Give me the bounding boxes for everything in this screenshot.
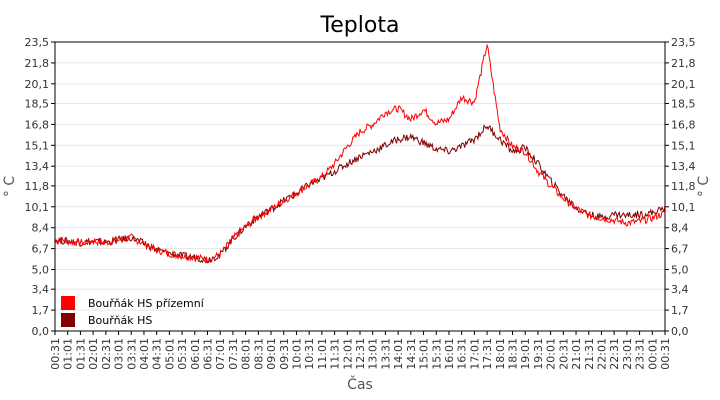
x-tick-label: 12:01 [341,338,354,370]
y-tick-label: 8,4 [32,222,50,235]
x-tick-label: 12:31 [354,338,367,370]
series-lines [54,43,666,265]
legend: Bouřňák HS přízemní Bouřňák HS [61,296,205,327]
x-tick-label: 21:01 [570,338,583,370]
legend-label: Bouřňák HS [88,314,152,327]
x-tick-label: 00:31 [659,338,672,370]
x-tick-label: 05:01 [163,338,176,370]
x-tick-label: 22:01 [595,338,608,370]
x-tick-label: 09:01 [265,338,278,370]
series-line [54,124,666,264]
x-tick-label: 01:01 [62,338,75,370]
y-axis-label-right: ° C [696,176,712,197]
y-tick-label: 15,1 [25,139,50,152]
y-tick-label: 11,8 [25,180,50,193]
x-tick-label: 07:01 [214,338,227,370]
x-tick-label: 06:31 [202,338,215,370]
y-tick-label: 21,8 [25,57,50,70]
y-tick-label: 0,0 [671,325,689,338]
legend-swatch [61,296,75,310]
x-tick-label: 23:31 [634,338,647,370]
y-axis-right: 0,0 1,7 3,4 5,0 6,7 8,4 10,1 11,8 13,4 15,1 16,8 18… [665,36,696,338]
series-line [54,43,666,265]
x-tick-label: 14:31 [405,338,418,370]
x-axis: 00:31 01:01 01:31 02:01 02:31 03:01 03:31 04:01… [49,331,672,370]
y-tick-label: 8,4 [671,222,689,235]
y-tick-label: 18,5 [25,97,50,110]
x-tick-label: 02:31 [100,338,113,370]
legend-swatch [61,313,75,327]
x-tick-label: 11:31 [329,338,342,370]
x-tick-label: 03:31 [125,338,138,370]
x-tick-label: 18:31 [507,338,520,370]
y-tick-label: 11,8 [671,180,696,193]
chart-title: Teplota [320,13,400,38]
y-tick-label: 6,7 [671,243,689,256]
x-tick-label: 05:31 [176,338,189,370]
x-tick-label: 00:01 [646,338,659,370]
y-tick-label: 16,8 [671,118,696,131]
x-tick-label: 18:01 [494,338,507,370]
y-tick-label: 18,5 [671,97,696,110]
x-tick-label: 04:31 [151,338,164,370]
y-tick-label: 20,1 [25,78,50,91]
x-tick-label: 11:01 [316,338,329,370]
y-axis-label-left: ° C [2,176,18,197]
x-tick-label: 07:31 [227,338,240,370]
x-tick-label: 16:31 [456,338,469,370]
y-tick-label: 5,0 [32,264,50,277]
y-tick-label: 1,7 [671,304,689,317]
y-tick-label: 23,5 [671,36,696,49]
x-tick-label: 08:01 [240,338,253,370]
y-tick-label: 10,1 [25,201,50,214]
y-tick-label: 13,4 [25,160,50,173]
x-axis-label: Čas [347,375,373,393]
x-tick-label: 13:01 [367,338,380,370]
y-tick-label: 23,5 [25,36,50,49]
y-tick-label: 15,1 [671,139,696,152]
x-tick-label: 15:01 [418,338,431,370]
y-tick-label: 6,7 [32,243,50,256]
x-tick-label: 23:01 [621,338,634,370]
x-tick-label: 00:31 [49,338,62,370]
legend-label: Bouřňák HS přízemní [88,297,205,310]
y-tick-label: 20,1 [671,78,696,91]
x-tick-label: 08:31 [252,338,265,370]
y-tick-label: 5,0 [671,264,689,277]
y-tick-label: 1,7 [32,304,50,317]
x-tick-label: 02:01 [87,338,100,370]
x-tick-label: 04:01 [138,338,151,370]
y-tick-label: 10,1 [671,201,696,214]
plot-area [54,41,666,332]
y-tick-label: 3,4 [32,283,50,296]
x-tick-label: 09:31 [278,338,291,370]
x-tick-label: 22:31 [608,338,621,370]
x-tick-label: 01:31 [74,338,87,370]
x-tick-label: 17:01 [468,338,481,370]
y-axis-left: 0,0 1,7 3,4 5,0 6,7 8,4 10,1 11,8 13,4 15,1 16,8 18… [25,36,55,338]
x-tick-label: 14:01 [392,338,405,370]
y-tick-label: 13,4 [671,160,696,173]
x-tick-label: 20:01 [545,338,558,370]
x-tick-label: 19:31 [532,338,545,370]
x-tick-label: 16:01 [443,338,456,370]
x-tick-label: 03:01 [113,338,126,370]
x-tick-label: 19:01 [519,338,532,370]
y-tick-label: 0,0 [32,325,50,338]
x-tick-label: 13:31 [379,338,392,370]
y-tick-label: 3,4 [671,283,689,296]
x-tick-label: 20:31 [557,338,570,370]
x-tick-label: 17:31 [481,338,494,370]
x-tick-label: 10:01 [290,338,303,370]
x-tick-label: 10:31 [303,338,316,370]
y-tick-label: 16,8 [25,118,50,131]
grid [55,41,665,332]
y-tick-label: 21,8 [671,57,696,70]
x-tick-label: 21:31 [583,338,596,370]
x-tick-label: 15:31 [430,338,443,370]
x-tick-label: 06:01 [189,338,202,370]
